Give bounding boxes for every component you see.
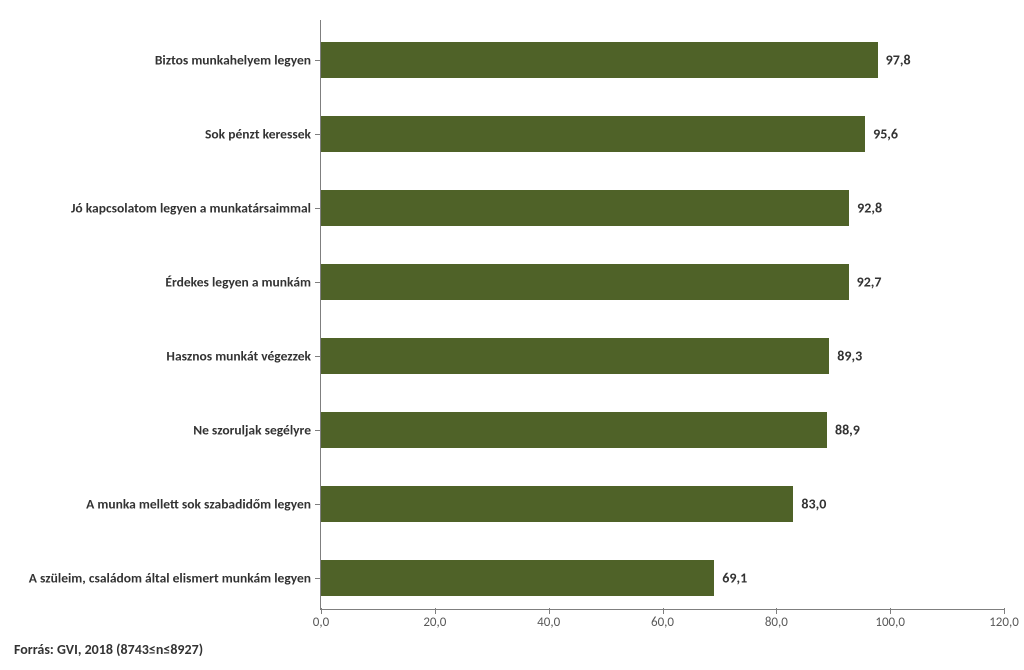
- category-label: Hasznos munkát végezzek: [166, 348, 311, 365]
- bar-value-label: 95,6: [873, 126, 898, 143]
- x-tick-label: 60,0: [651, 615, 674, 630]
- x-tick: [1004, 608, 1005, 614]
- y-tick: [315, 208, 321, 209]
- x-ticks: [321, 609, 1004, 614]
- bar: 97,8: [321, 42, 878, 78]
- bar-row: Ne szoruljak segélyre88,9: [321, 412, 1004, 448]
- plot-area: Biztos munkahelyem legyen97,8 Sok pénzt k…: [320, 20, 1004, 610]
- bar-row: Jó kapcsolatom legyen a munkatársaimmal9…: [321, 190, 1004, 226]
- bar-value-label: 92,8: [857, 200, 882, 217]
- y-tick: [315, 60, 321, 61]
- category-label: A szüleim, családom által elismert munká…: [29, 570, 311, 587]
- bar-region: Biztos munkahelyem legyen97,8 Sok pénzt k…: [321, 20, 1004, 609]
- bar-value-label: 89,3: [837, 348, 862, 365]
- y-tick: [315, 356, 321, 357]
- x-tick-label: 80,0: [765, 615, 788, 630]
- x-tick-label: 40,0: [537, 615, 560, 630]
- y-tick: [315, 134, 321, 135]
- bar-row: Sok pénzt keressek95,6: [321, 116, 1004, 152]
- bar: 92,8: [321, 190, 849, 226]
- bar-value-label: 88,9: [835, 422, 860, 439]
- y-tick: [315, 430, 321, 431]
- x-tick-label: 100,0: [875, 615, 905, 630]
- bar: 88,9: [321, 412, 827, 448]
- category-label: Sok pénzt keressek: [205, 126, 311, 143]
- bar-row: Hasznos munkát végezzek89,3: [321, 338, 1004, 374]
- chart-container: Biztos munkahelyem legyen97,8Sok pénzt k…: [0, 0, 1024, 670]
- bar: 95,6: [321, 116, 865, 152]
- bar: 69,1: [321, 560, 714, 596]
- x-tick-label: 120,0: [989, 615, 1019, 630]
- source-text: Forrás: GVI, 2018 (8743≤n≤8927): [14, 641, 203, 658]
- y-tick: [315, 282, 321, 283]
- bar-value-label: 97,8: [886, 52, 911, 69]
- bar-row: A szüleim, családom által elismert munká…: [321, 560, 1004, 596]
- x-tick-label: 0,0: [313, 615, 329, 630]
- category-label: A munka mellett sok szabadidőm legyen: [86, 496, 311, 513]
- bar-value-label: 83,0: [801, 496, 826, 513]
- y-tick: [315, 578, 321, 579]
- category-label: Jó kapcsolatom legyen a munkatársaimmal: [71, 200, 311, 217]
- category-label: Érdekes legyen a munkám: [165, 274, 311, 291]
- category-label: Ne szoruljak segélyre: [193, 422, 311, 439]
- bar: 83,0: [321, 486, 793, 522]
- x-tick-label: 20,0: [423, 615, 446, 630]
- bar-row: A munka mellett sok szabadidőm legyen83,…: [321, 486, 1004, 522]
- bar-row: Biztos munkahelyem legyen97,8: [321, 42, 1004, 78]
- bar-row: Érdekes legyen a munkám92,7: [321, 264, 1004, 300]
- bar: 92,7: [321, 264, 849, 300]
- category-label: Biztos munkahelyem legyen: [155, 52, 311, 69]
- y-tick: [315, 504, 321, 505]
- bar-value-label: 92,7: [857, 274, 882, 291]
- bar: 89,3: [321, 338, 829, 374]
- bar-value-label: 69,1: [722, 570, 747, 587]
